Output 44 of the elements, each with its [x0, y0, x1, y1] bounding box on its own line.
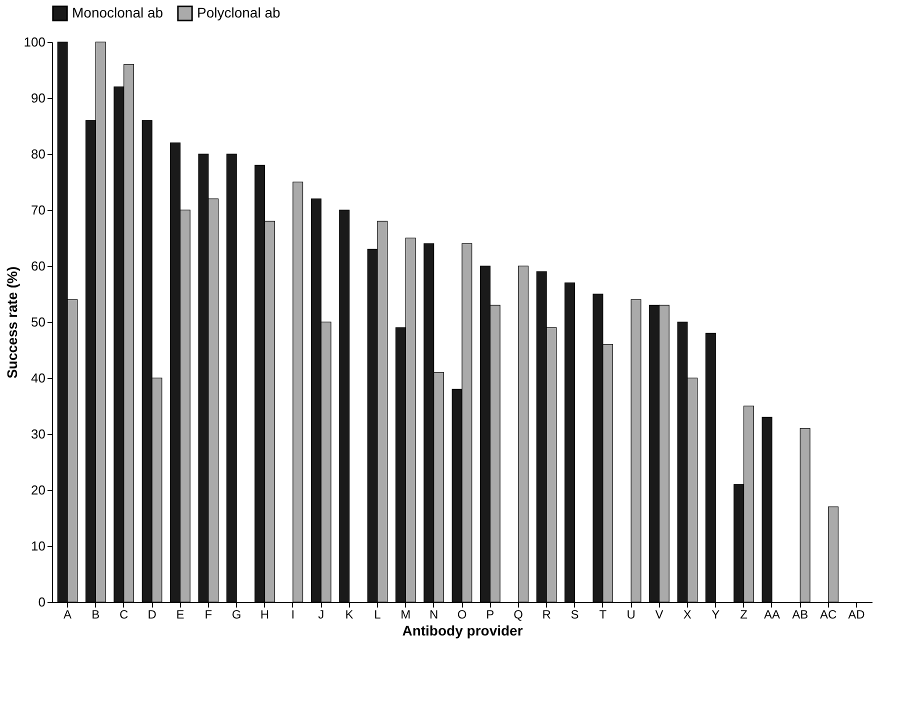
y-axis-title: Success rate (%) [4, 266, 20, 379]
x-tick-label: H [260, 608, 270, 622]
x-tick-label: A [63, 608, 72, 622]
x-tick-label: AB [792, 608, 808, 622]
x-tick-label: R [542, 608, 552, 622]
x-tick-label: Z [740, 608, 748, 622]
x-tick-label: J [318, 608, 324, 622]
y-tick-label: 30 [31, 426, 46, 442]
x-tick-label: AC [820, 608, 837, 622]
y-tick-label: 0 [38, 594, 46, 610]
x-axis-title: Antibody provider [402, 622, 524, 638]
x-tick-label: S [570, 608, 579, 622]
y-tick-label: 50 [31, 314, 46, 330]
x-tick-label: U [626, 608, 636, 622]
x-tick-label: G [232, 608, 242, 622]
x-tick-label: E [176, 608, 184, 622]
legend-label: Polyclonal ab [197, 4, 280, 20]
y-tick-label: 90 [31, 90, 46, 106]
y-tick-label: 20 [31, 482, 46, 498]
y-tick-label: 100 [24, 34, 46, 50]
x-tick-label: P [486, 608, 494, 622]
x-tick-label: T [599, 608, 608, 622]
x-tick-label: X [683, 608, 692, 622]
x-tick-label: V [655, 608, 664, 622]
y-tick-label: 80 [31, 146, 46, 162]
x-tick-label: N [429, 608, 438, 622]
x-tick-label: Q [514, 608, 524, 622]
y-tick-label: 60 [31, 258, 46, 274]
legend-label: Monoclonal ab [72, 4, 164, 20]
x-tick-label: M [400, 608, 411, 622]
x-tick-label: AD [848, 608, 866, 622]
x-tick-label: L [374, 608, 382, 622]
x-tick-label: C [120, 608, 129, 622]
x-tick-label: K [345, 608, 354, 622]
x-tick-label: F [204, 608, 212, 622]
x-tick-label: I [291, 608, 295, 622]
x-tick-label: O [457, 608, 467, 622]
x-tick-label: Y [712, 608, 720, 622]
y-tick-label: 10 [31, 538, 46, 554]
y-tick-label: 70 [31, 202, 46, 218]
y-tick-label: 40 [31, 370, 46, 386]
x-tick-label: B [92, 608, 100, 622]
x-tick-label: D [148, 608, 157, 622]
x-tick-label: AA [764, 608, 780, 622]
